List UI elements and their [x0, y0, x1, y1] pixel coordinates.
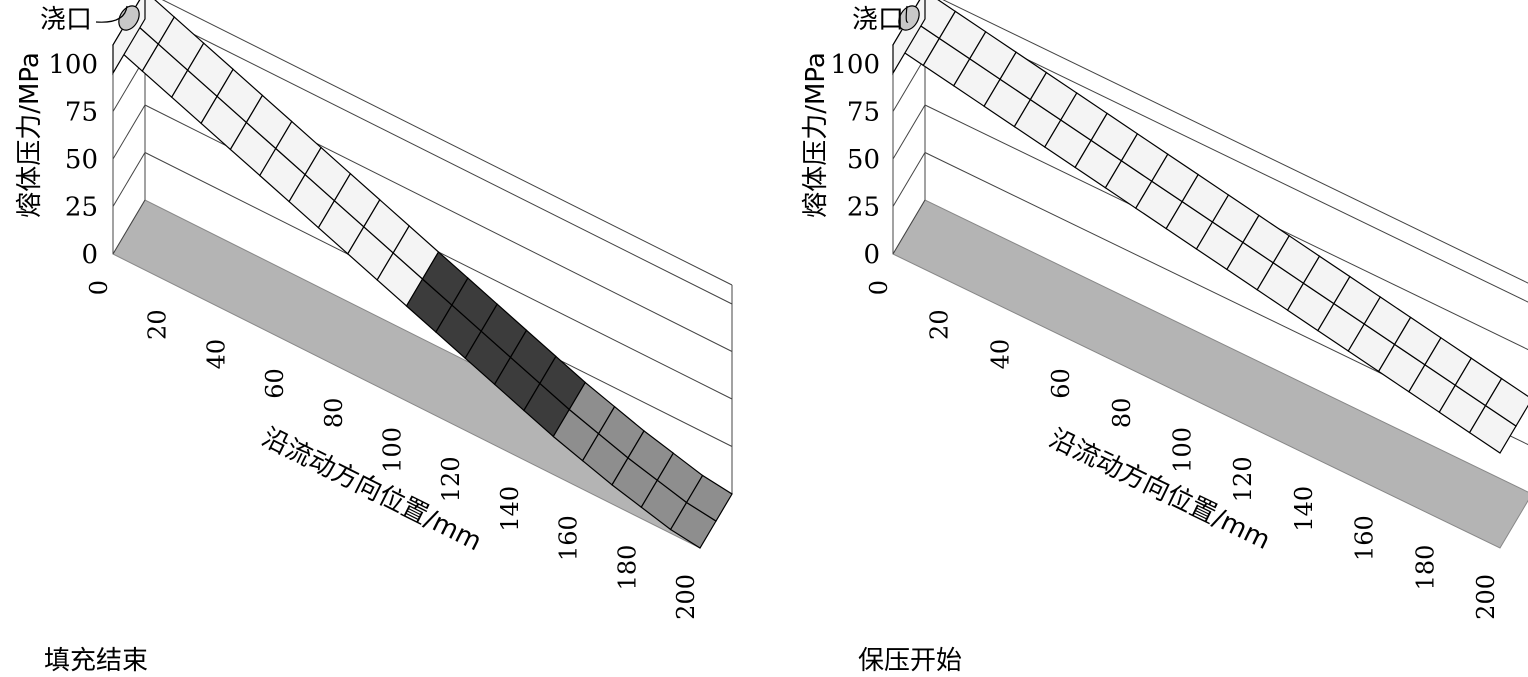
gate-marker	[118, 5, 140, 31]
gate-label: 浇口	[852, 5, 904, 35]
x-tick-label: 60	[1047, 368, 1075, 399]
pressure-cell	[685, 474, 733, 522]
x-tick-label: 100	[1169, 427, 1197, 473]
x-tick-label: 160	[555, 515, 583, 561]
y-tick-label: 0	[863, 240, 880, 270]
x-tick-label: 140	[1290, 486, 1318, 532]
y-tick-label: 75	[65, 98, 98, 128]
y-tick-label: 100	[830, 50, 880, 80]
x-tick-label: 40	[986, 339, 1014, 370]
y-axis-title: 熔体压力/MPa	[801, 52, 831, 218]
x-tick-label: 120	[437, 456, 465, 502]
y-tick-label: 25	[65, 193, 98, 223]
side-gridline-75	[892, 57, 926, 112]
x-tick-label: 20	[926, 309, 954, 340]
gate-leader-line	[905, 5, 909, 23]
x-tick-label: 160	[1351, 515, 1379, 561]
x-tick-label: 20	[144, 309, 172, 340]
y-axis-title: 熔体压力/MPa	[15, 52, 45, 218]
x-tick-label: 60	[261, 368, 289, 399]
chart-packing-start: 0 25 50 75 100 熔体压力/MPa 0 20 40 60 80 100 120 140 160 1…	[788, 0, 1528, 640]
wall-top-edge	[942, 0, 1528, 284]
x-tick-label: 100	[379, 427, 407, 473]
pressure-cell	[1484, 377, 1528, 427]
y-tick-label: 25	[847, 193, 880, 223]
y-tick-label: 0	[81, 240, 98, 270]
x-tick-label: 0	[865, 280, 893, 295]
x-tick-label: 200	[1472, 574, 1500, 620]
x-tick-label: 80	[320, 398, 348, 429]
chart-svg-packing-start: 0255075100熔体压力/MPa0204060801001201401601…	[801, 0, 1528, 620]
side-gridline-50	[892, 104, 926, 160]
side-gridline-0	[112, 199, 146, 255]
gate-label: 浇口	[40, 5, 92, 35]
wall-top-edge	[161, 0, 733, 286]
caption-fill-end: 填充结束	[44, 646, 149, 676]
y-tick-label: 50	[847, 145, 880, 175]
x-tick-label: 180	[1411, 545, 1439, 591]
x-tick-label: 120	[1229, 456, 1257, 502]
y-tick-label: 100	[48, 50, 98, 80]
x-tick-label: 200	[672, 574, 700, 620]
side-gridline-25	[892, 152, 926, 207]
y-tick-label: 50	[65, 145, 98, 175]
x-tick-label: 80	[1108, 398, 1136, 429]
side-gridline-50	[112, 104, 146, 160]
side-gridline-25	[112, 152, 146, 207]
chart-fill-end: 0 25 50 75 100 熔体压力/MPa 0 20 40 60 80 100 120 140 160 1…	[0, 0, 764, 640]
side-gridline-0	[892, 199, 926, 255]
x-tick-label: 0	[85, 280, 113, 295]
y-tick-label: 75	[847, 98, 880, 128]
x-tick-label: 140	[496, 486, 524, 532]
x-tick-label: 180	[613, 545, 641, 591]
gridline-100	[144, 9, 733, 305]
gate-marker	[898, 5, 920, 31]
gate-leader-line	[95, 5, 128, 23]
x-tick-label: 40	[202, 339, 230, 370]
caption-packing-start: 保压开始	[858, 646, 963, 676]
chart-svg-fill-end: 0255075100熔体压力/MPa0204060801001201401601…	[15, 0, 733, 620]
